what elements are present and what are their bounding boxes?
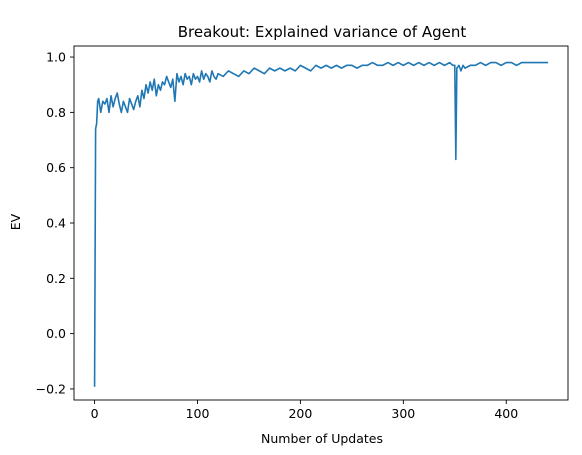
x-tick-label: 0 xyxy=(91,406,99,421)
y-tick-label: 0.8 xyxy=(46,105,66,120)
x-tick-label: 100 xyxy=(186,406,210,421)
x-tick-label: 400 xyxy=(494,406,518,421)
x-axis-label: Number of Updates xyxy=(261,431,383,446)
y-tick-label: 1.0 xyxy=(46,50,66,65)
x-tick-label: 200 xyxy=(288,406,312,421)
y-tick-label: −0.2 xyxy=(36,381,66,396)
chart-title: Breakout: Explained variance of Agent xyxy=(178,23,467,41)
y-tick-label: 0.0 xyxy=(46,326,66,341)
y-tick-label: 0.2 xyxy=(46,271,66,286)
y-tick-label: 0.6 xyxy=(46,160,66,175)
plot-area xyxy=(73,45,569,401)
y-axis: −0.2 0.0 0.2 0.4 0.6 0.8 1.0 xyxy=(36,50,74,396)
series-line-0 xyxy=(93,61,549,387)
y-axis-label: EV xyxy=(8,213,23,230)
plot-frame xyxy=(73,45,569,401)
y-tick-label: 0.4 xyxy=(46,216,66,231)
x-axis: 0 100 200 300 400 xyxy=(91,400,518,421)
x-tick-label: 300 xyxy=(391,406,415,421)
